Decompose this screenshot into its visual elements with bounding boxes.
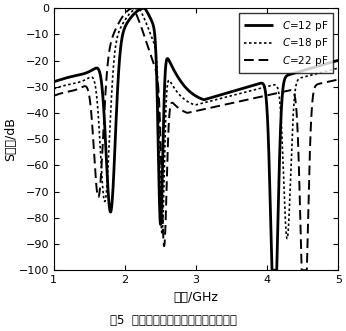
$C$=12 pF bbox=[237, 87, 241, 91]
$C$=18 pF bbox=[137, 6, 141, 10]
$C$=22 pF bbox=[300, 268, 304, 272]
Y-axis label: S参数/dB: S参数/dB bbox=[4, 117, 17, 161]
$C$=12 pF bbox=[336, 59, 340, 63]
$C$=22 pF bbox=[52, 94, 56, 98]
$C$=18 pF bbox=[52, 87, 56, 91]
$C$=22 pF bbox=[237, 100, 241, 104]
$C$=18 pF bbox=[285, 237, 289, 241]
Line: $C$=12 pF: $C$=12 pF bbox=[54, 8, 338, 270]
$C$=12 pF bbox=[143, 6, 147, 10]
$C$=18 pF bbox=[103, 198, 108, 202]
Text: 图5  不同的接地电容对散射参数的影响: 图5 不同的接地电容对散射参数的影响 bbox=[110, 314, 236, 327]
$C$=22 pF bbox=[336, 77, 340, 81]
$C$=18 pF bbox=[336, 66, 340, 70]
$C$=12 pF bbox=[286, 73, 290, 77]
$C$=12 pF bbox=[52, 80, 56, 84]
$C$=22 pF bbox=[264, 93, 268, 97]
$C$=22 pF bbox=[131, 6, 136, 10]
$C$=12 pF bbox=[270, 268, 274, 272]
$C$=12 pF bbox=[103, 138, 108, 142]
$C$=22 pF bbox=[286, 89, 290, 93]
Legend: $C$=12 pF, $C$=18 pF, $C$=22 pF: $C$=12 pF, $C$=18 pF, $C$=22 pF bbox=[239, 13, 333, 73]
$C$=12 pF bbox=[264, 96, 268, 100]
$C$=22 pF bbox=[222, 103, 227, 107]
Line: $C$=22 pF: $C$=22 pF bbox=[54, 8, 338, 270]
$C$=22 pF bbox=[161, 216, 165, 220]
$C$=12 pF bbox=[161, 165, 165, 168]
Line: $C$=18 pF: $C$=18 pF bbox=[54, 8, 338, 239]
$C$=18 pF bbox=[161, 227, 165, 231]
$C$=18 pF bbox=[286, 233, 290, 237]
$C$=18 pF bbox=[237, 92, 241, 96]
$C$=22 pF bbox=[103, 91, 108, 95]
$C$=18 pF bbox=[222, 95, 227, 99]
$C$=12 pF bbox=[222, 92, 227, 96]
$C$=18 pF bbox=[264, 85, 268, 89]
X-axis label: 频率/GHz: 频率/GHz bbox=[174, 291, 219, 304]
